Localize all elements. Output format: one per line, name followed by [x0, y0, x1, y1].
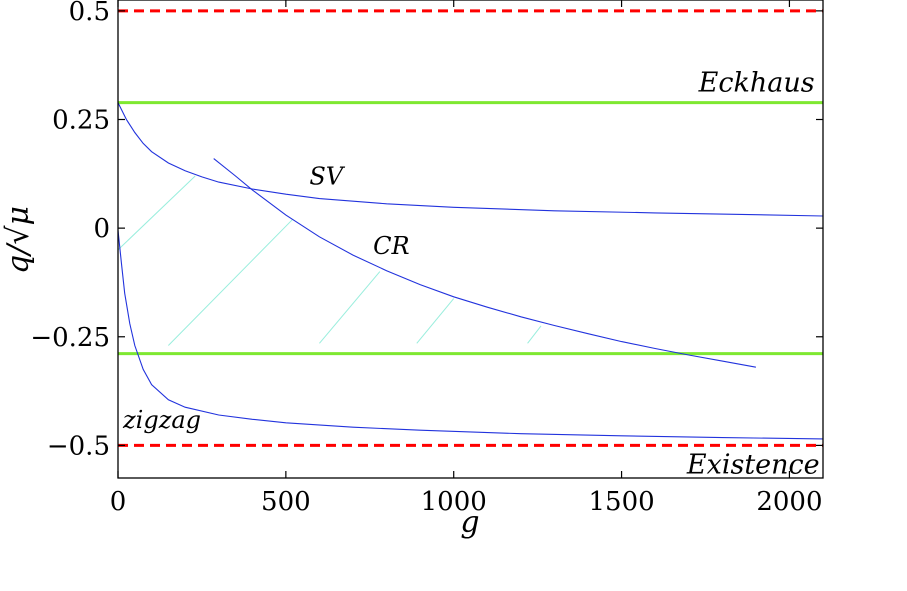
- y-tick-label: 0.25: [52, 106, 110, 136]
- x-tick-label: 500: [261, 487, 311, 517]
- hatch-line-0: [118, 175, 196, 251]
- y-tick-label: −0.25: [30, 323, 110, 353]
- annotation-sv: SV: [309, 163, 345, 191]
- curves: [118, 102, 823, 440]
- hatch-line-4: [527, 325, 542, 344]
- hatch-line-1: [168, 219, 293, 346]
- y-tick-label: 0: [93, 214, 110, 244]
- x-tick-label: 2000: [756, 487, 822, 517]
- annotation-zigzag: zigzag: [122, 406, 201, 434]
- y-tick-label: 0.5: [69, 0, 110, 27]
- series-sv-line: [118, 102, 823, 217]
- hatch-line-2: [319, 271, 381, 344]
- x-tick-label: 0: [110, 487, 127, 517]
- ticks: 0 500 1000 1500 2000 0.5 0.25 0 −0.25 −0.5: [30, 0, 823, 517]
- series-cr-line: [213, 158, 756, 368]
- x-axis-label: g: [460, 505, 479, 540]
- reference-lines: [118, 9, 823, 447]
- annotation-cr: CR: [373, 232, 409, 260]
- annotation-existence: Existence: [686, 450, 820, 481]
- x-tick-label: 1000: [421, 487, 487, 517]
- hatch-line-3: [416, 298, 455, 344]
- annotation-eckhaus: Eckhaus: [698, 67, 815, 98]
- series-zigzag-line: [118, 230, 823, 440]
- hatch-layer: [118, 175, 542, 346]
- y-axis-label: q/√μ: [1, 206, 36, 274]
- annotations: SV CR Eckhaus zigzag Existence: [122, 67, 820, 480]
- y-tick-label: −0.5: [47, 431, 110, 461]
- plot-frame: [117, 0, 824, 479]
- x-tick-label: 1500: [588, 487, 654, 517]
